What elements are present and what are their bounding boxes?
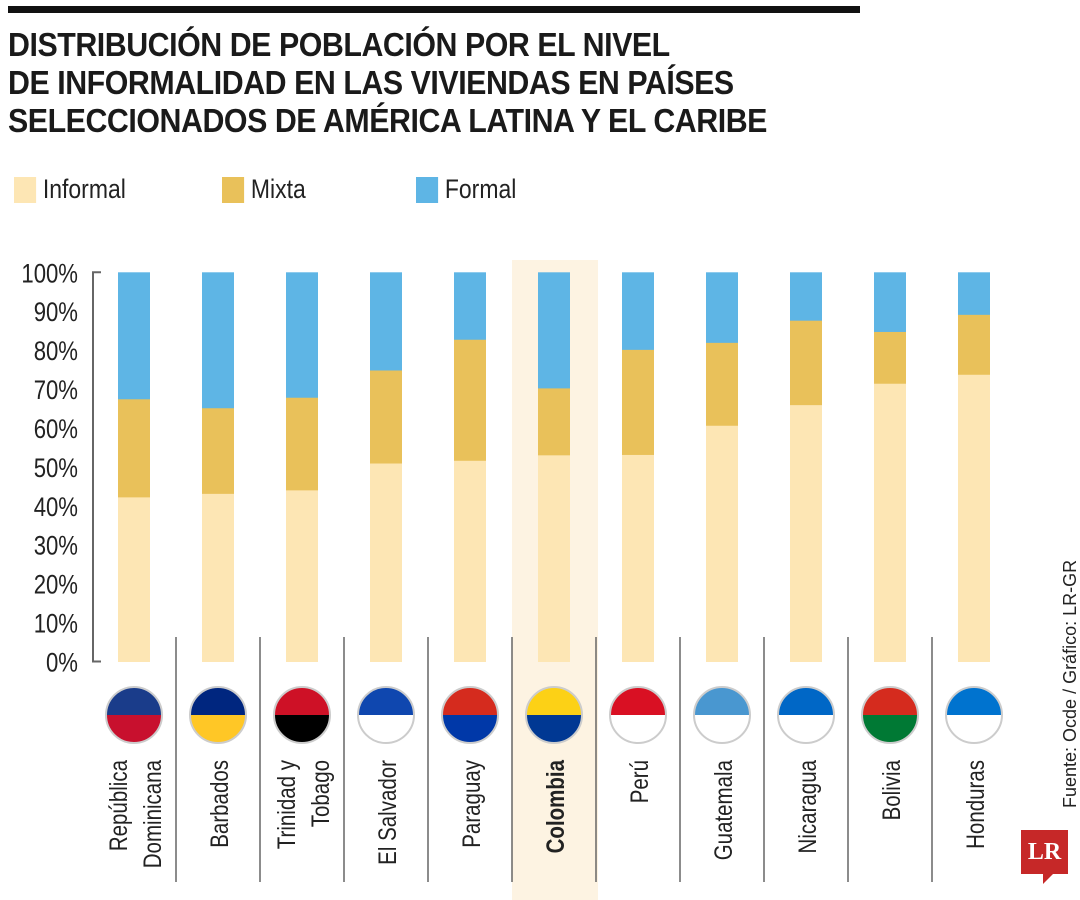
y-tick-label: 80% xyxy=(34,337,78,367)
source-note: Fuente: Ocde / Gráfico: LR-GR xyxy=(1060,559,1080,808)
bar-mixta xyxy=(370,369,402,464)
bar-formal xyxy=(286,272,318,398)
bar-informal xyxy=(370,463,402,662)
bar-formal xyxy=(454,272,486,340)
flag-icon xyxy=(105,686,163,744)
bar-informal xyxy=(118,496,150,662)
title-line: DISTRIBUCIÓN DE POBLACIÓN POR EL NIVEL xyxy=(8,26,670,63)
bar-formal xyxy=(706,272,738,343)
bar-informal xyxy=(454,460,486,662)
category-label: El Salvador xyxy=(373,760,401,865)
y-tick-label: 60% xyxy=(34,415,78,445)
bar-informal xyxy=(538,454,570,662)
bar-formal xyxy=(118,272,150,400)
y-tick-label: 30% xyxy=(34,532,78,562)
y-axis xyxy=(92,271,101,663)
title-line: SELECCIONADOS DE AMÉRICA LATINA Y EL CAR… xyxy=(8,102,767,139)
legend-swatch xyxy=(14,176,37,203)
y-tick-label: 0% xyxy=(46,649,78,679)
flag-icon xyxy=(357,686,415,744)
category-label: Colombia xyxy=(541,760,569,854)
bar-mixta xyxy=(790,320,822,406)
legend-swatch xyxy=(222,176,245,203)
lr-logo: LR xyxy=(1021,830,1068,884)
legend-mixta: Mixta xyxy=(222,174,306,205)
title-line: DE INFORMALIDAD EN LAS VIVIENDAS EN PAÍS… xyxy=(8,64,734,101)
bar-mixta xyxy=(118,398,150,498)
flag-icon xyxy=(861,686,919,744)
bar-informal xyxy=(202,493,234,662)
top-rule xyxy=(8,6,860,13)
bar-informal xyxy=(286,489,318,662)
bar-mixta xyxy=(874,331,906,384)
y-tick-label: 50% xyxy=(34,454,78,484)
bar-mixta xyxy=(622,349,654,455)
bar-informal xyxy=(706,425,738,662)
legend-label: Formal xyxy=(444,174,517,204)
y-tick-label: 10% xyxy=(34,610,78,640)
bar-mixta xyxy=(538,387,570,456)
flag-icon xyxy=(525,686,583,744)
bar-mixta xyxy=(454,339,486,461)
bar-mixta xyxy=(286,397,318,491)
category-label: Dominicana xyxy=(138,760,166,868)
y-tick-label: 20% xyxy=(34,571,78,601)
legend-label: Mixta xyxy=(250,174,306,204)
y-tick-label: 70% xyxy=(34,376,78,406)
category-label: Trinidad y xyxy=(272,759,300,849)
flag-icon xyxy=(441,686,499,744)
legend-swatch xyxy=(416,176,439,203)
category-label: Bolivia xyxy=(877,760,905,821)
y-tick-label: 100% xyxy=(21,259,78,289)
flag-icon xyxy=(777,686,835,744)
bar-formal xyxy=(538,272,570,389)
flag-icon xyxy=(609,686,667,744)
legend-formal: Formal xyxy=(416,174,516,205)
bar-formal xyxy=(874,272,906,332)
bar-formal xyxy=(958,272,990,315)
bar-informal xyxy=(958,374,990,662)
category-label: Perú xyxy=(625,760,653,803)
bar-formal xyxy=(790,272,822,321)
bar-mixta xyxy=(706,342,738,426)
y-tick-label: 90% xyxy=(34,298,78,328)
bar-mixta xyxy=(958,314,990,375)
flag-icon xyxy=(945,686,1003,744)
category-label: Paraguay xyxy=(457,759,485,847)
bar-informal xyxy=(874,383,906,662)
category-label: República xyxy=(104,760,132,851)
category-label: Honduras xyxy=(961,760,989,849)
bar-informal xyxy=(790,404,822,662)
flag-icon xyxy=(693,686,751,744)
legend-informal: Informal xyxy=(14,174,126,205)
category-label: Barbados xyxy=(205,760,233,848)
y-tick-label: 40% xyxy=(34,493,78,523)
chart-title: DISTRIBUCIÓN DE POBLACIÓN POR EL NIVEL D… xyxy=(8,26,836,140)
category-label: Tobago xyxy=(306,760,334,827)
bar-formal xyxy=(370,272,402,371)
flag-icon xyxy=(189,686,247,744)
bar-formal xyxy=(202,272,234,409)
category-label: Nicaragua xyxy=(793,760,821,854)
bar-informal xyxy=(622,454,654,662)
bar-formal xyxy=(622,272,654,350)
bar-mixta xyxy=(202,407,234,494)
legend-label: Informal xyxy=(42,174,126,204)
flag-icon xyxy=(273,686,331,744)
category-label: Guatemala xyxy=(709,760,737,861)
